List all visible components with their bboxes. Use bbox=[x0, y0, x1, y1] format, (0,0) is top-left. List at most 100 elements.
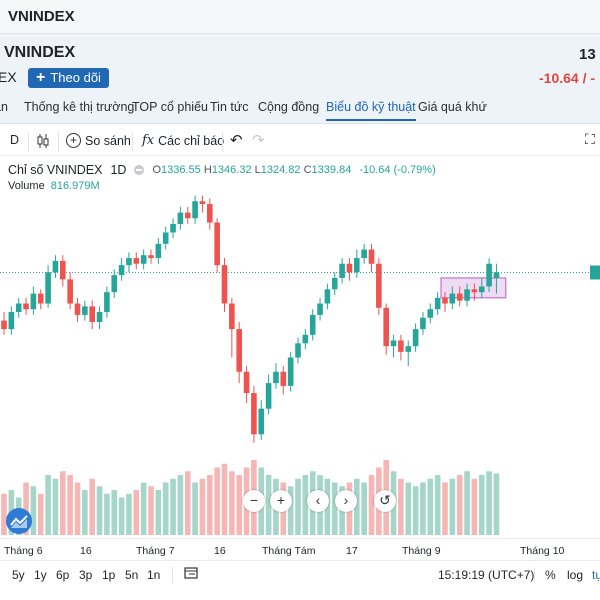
candle-body bbox=[383, 307, 389, 347]
chart-area[interactable] bbox=[0, 157, 600, 537]
candle-body bbox=[111, 275, 118, 293]
indicators-label: Các chỉ báo bbox=[158, 133, 225, 148]
candle-body bbox=[390, 340, 397, 347]
reset-chart-button[interactable]: ↺ bbox=[374, 490, 396, 512]
x-tick-label: 16 bbox=[214, 545, 226, 557]
fx-icon: fx bbox=[142, 133, 155, 148]
volume-bar bbox=[456, 475, 463, 535]
zoom-out-button[interactable]: − bbox=[243, 490, 265, 512]
volume-bar bbox=[192, 482, 198, 535]
candle-body bbox=[184, 212, 191, 219]
indicators-button[interactable]: fx Các chỉ báo bbox=[142, 133, 224, 148]
candle-body bbox=[1, 320, 7, 330]
candle-body bbox=[192, 201, 198, 219]
candle-body bbox=[280, 371, 287, 386]
range-6m[interactable]: 6p bbox=[56, 568, 70, 582]
candle-body bbox=[398, 340, 404, 352]
percent-toggle[interactable]: % bbox=[545, 568, 556, 582]
volume-bar bbox=[89, 478, 95, 535]
candle-body bbox=[96, 312, 103, 322]
tab-top-stocks[interactable]: TOP cổ phiếu bbox=[132, 100, 208, 114]
scroll-right-button[interactable]: › bbox=[335, 490, 357, 512]
candle-body bbox=[361, 249, 367, 259]
follow-button[interactable]: + Theo dõi bbox=[28, 68, 109, 88]
top-bar: VNINDEX bbox=[0, 0, 600, 34]
candle-body bbox=[214, 222, 220, 266]
candle-body bbox=[258, 408, 265, 435]
candle-body bbox=[427, 309, 434, 318]
legend-low: 1324.82 bbox=[260, 164, 301, 176]
candle-body bbox=[471, 289, 478, 293]
interval-button[interactable]: D bbox=[10, 133, 20, 147]
legend-interval: 1D bbox=[110, 163, 127, 177]
volume-bar bbox=[170, 478, 176, 535]
auto-toggle[interactable]: tự bbox=[592, 568, 600, 582]
volume-bar bbox=[104, 493, 110, 535]
candle-body bbox=[412, 329, 419, 347]
volume-bar bbox=[361, 482, 367, 535]
legend-ohlc: O1336.55 H1346.32 L1324.82 C1339.84 bbox=[152, 164, 352, 176]
clock-time[interactable]: 15:19:19 (UTC+7) bbox=[438, 568, 535, 582]
candle-body bbox=[229, 303, 235, 330]
compare-button[interactable]: + So sánh bbox=[66, 133, 131, 148]
candle-type-button[interactable] bbox=[36, 133, 50, 149]
zoom-in-button[interactable]: + bbox=[270, 490, 292, 512]
plus-circle-icon: + bbox=[66, 133, 81, 148]
candle-body bbox=[199, 201, 206, 205]
x-tick-label: Tháng 6 bbox=[4, 545, 43, 557]
volume-bar bbox=[229, 471, 235, 535]
scroll-left-button[interactable]: ‹ bbox=[307, 490, 329, 512]
log-toggle[interactable]: log bbox=[567, 568, 584, 582]
candle-body bbox=[302, 334, 309, 344]
volume-bar bbox=[37, 493, 44, 535]
volume-bar bbox=[82, 490, 88, 535]
candle-body bbox=[354, 258, 360, 273]
volume-bar bbox=[52, 478, 59, 535]
tab-market-stats[interactable]: Thống kê thị trường bbox=[24, 100, 135, 114]
volume-bar bbox=[60, 471, 66, 535]
volume-bar bbox=[464, 471, 470, 535]
range-1y[interactable]: 1y bbox=[34, 568, 47, 582]
collapse-icon[interactable] bbox=[134, 165, 145, 175]
range-5d[interactable]: 5n bbox=[125, 568, 139, 582]
volume-bar bbox=[354, 478, 360, 535]
fullscreen-icon[interactable]: ⛶ bbox=[585, 131, 595, 147]
candle-body bbox=[434, 297, 441, 310]
legend-symbol: Chỉ số VNINDEX bbox=[8, 163, 103, 177]
volume-bar bbox=[420, 482, 426, 535]
range-1m[interactable]: 1p bbox=[102, 568, 116, 582]
range-3m[interactable]: 3p bbox=[79, 568, 93, 582]
volume-bar bbox=[1, 493, 7, 535]
bottom-divider bbox=[534, 567, 535, 583]
volume-bar bbox=[140, 482, 147, 535]
volume-bar bbox=[478, 475, 485, 535]
tab-news[interactable]: Tin tức bbox=[210, 100, 249, 114]
candle-body bbox=[309, 314, 316, 335]
candle-body bbox=[346, 263, 353, 273]
candle-body bbox=[89, 306, 95, 322]
tab-community[interactable]: Cộng đồng bbox=[258, 100, 320, 114]
candle-body bbox=[287, 357, 294, 386]
candle-body bbox=[74, 303, 81, 315]
tab-partial[interactable]: an bbox=[0, 100, 8, 114]
volume-legend: Volume 816.979M bbox=[8, 180, 100, 192]
date-range-icon[interactable] bbox=[184, 566, 198, 583]
candle-body bbox=[45, 272, 51, 304]
volume-bar bbox=[405, 482, 412, 535]
range-5y[interactable]: 5y bbox=[12, 568, 25, 582]
tab-price-history[interactable]: Giá quá khứ bbox=[418, 100, 487, 114]
candle-body bbox=[52, 260, 59, 273]
tab-technical-chart[interactable]: Biểu đồ kỹ thuật bbox=[326, 100, 416, 121]
price-value: 13 bbox=[579, 46, 596, 63]
volume-bar bbox=[214, 467, 220, 535]
undo-icon[interactable]: ↶ bbox=[230, 132, 243, 149]
redo-icon[interactable]: ↷ bbox=[252, 132, 265, 149]
candlestick-chart[interactable] bbox=[0, 157, 600, 537]
volume-bar bbox=[449, 478, 456, 535]
range-1d[interactable]: 1n bbox=[147, 568, 161, 582]
volume-bar bbox=[207, 475, 213, 535]
volume-bar bbox=[434, 475, 441, 535]
candle-body bbox=[339, 263, 345, 278]
volume-bar bbox=[442, 482, 448, 535]
candle-body bbox=[251, 393, 257, 435]
